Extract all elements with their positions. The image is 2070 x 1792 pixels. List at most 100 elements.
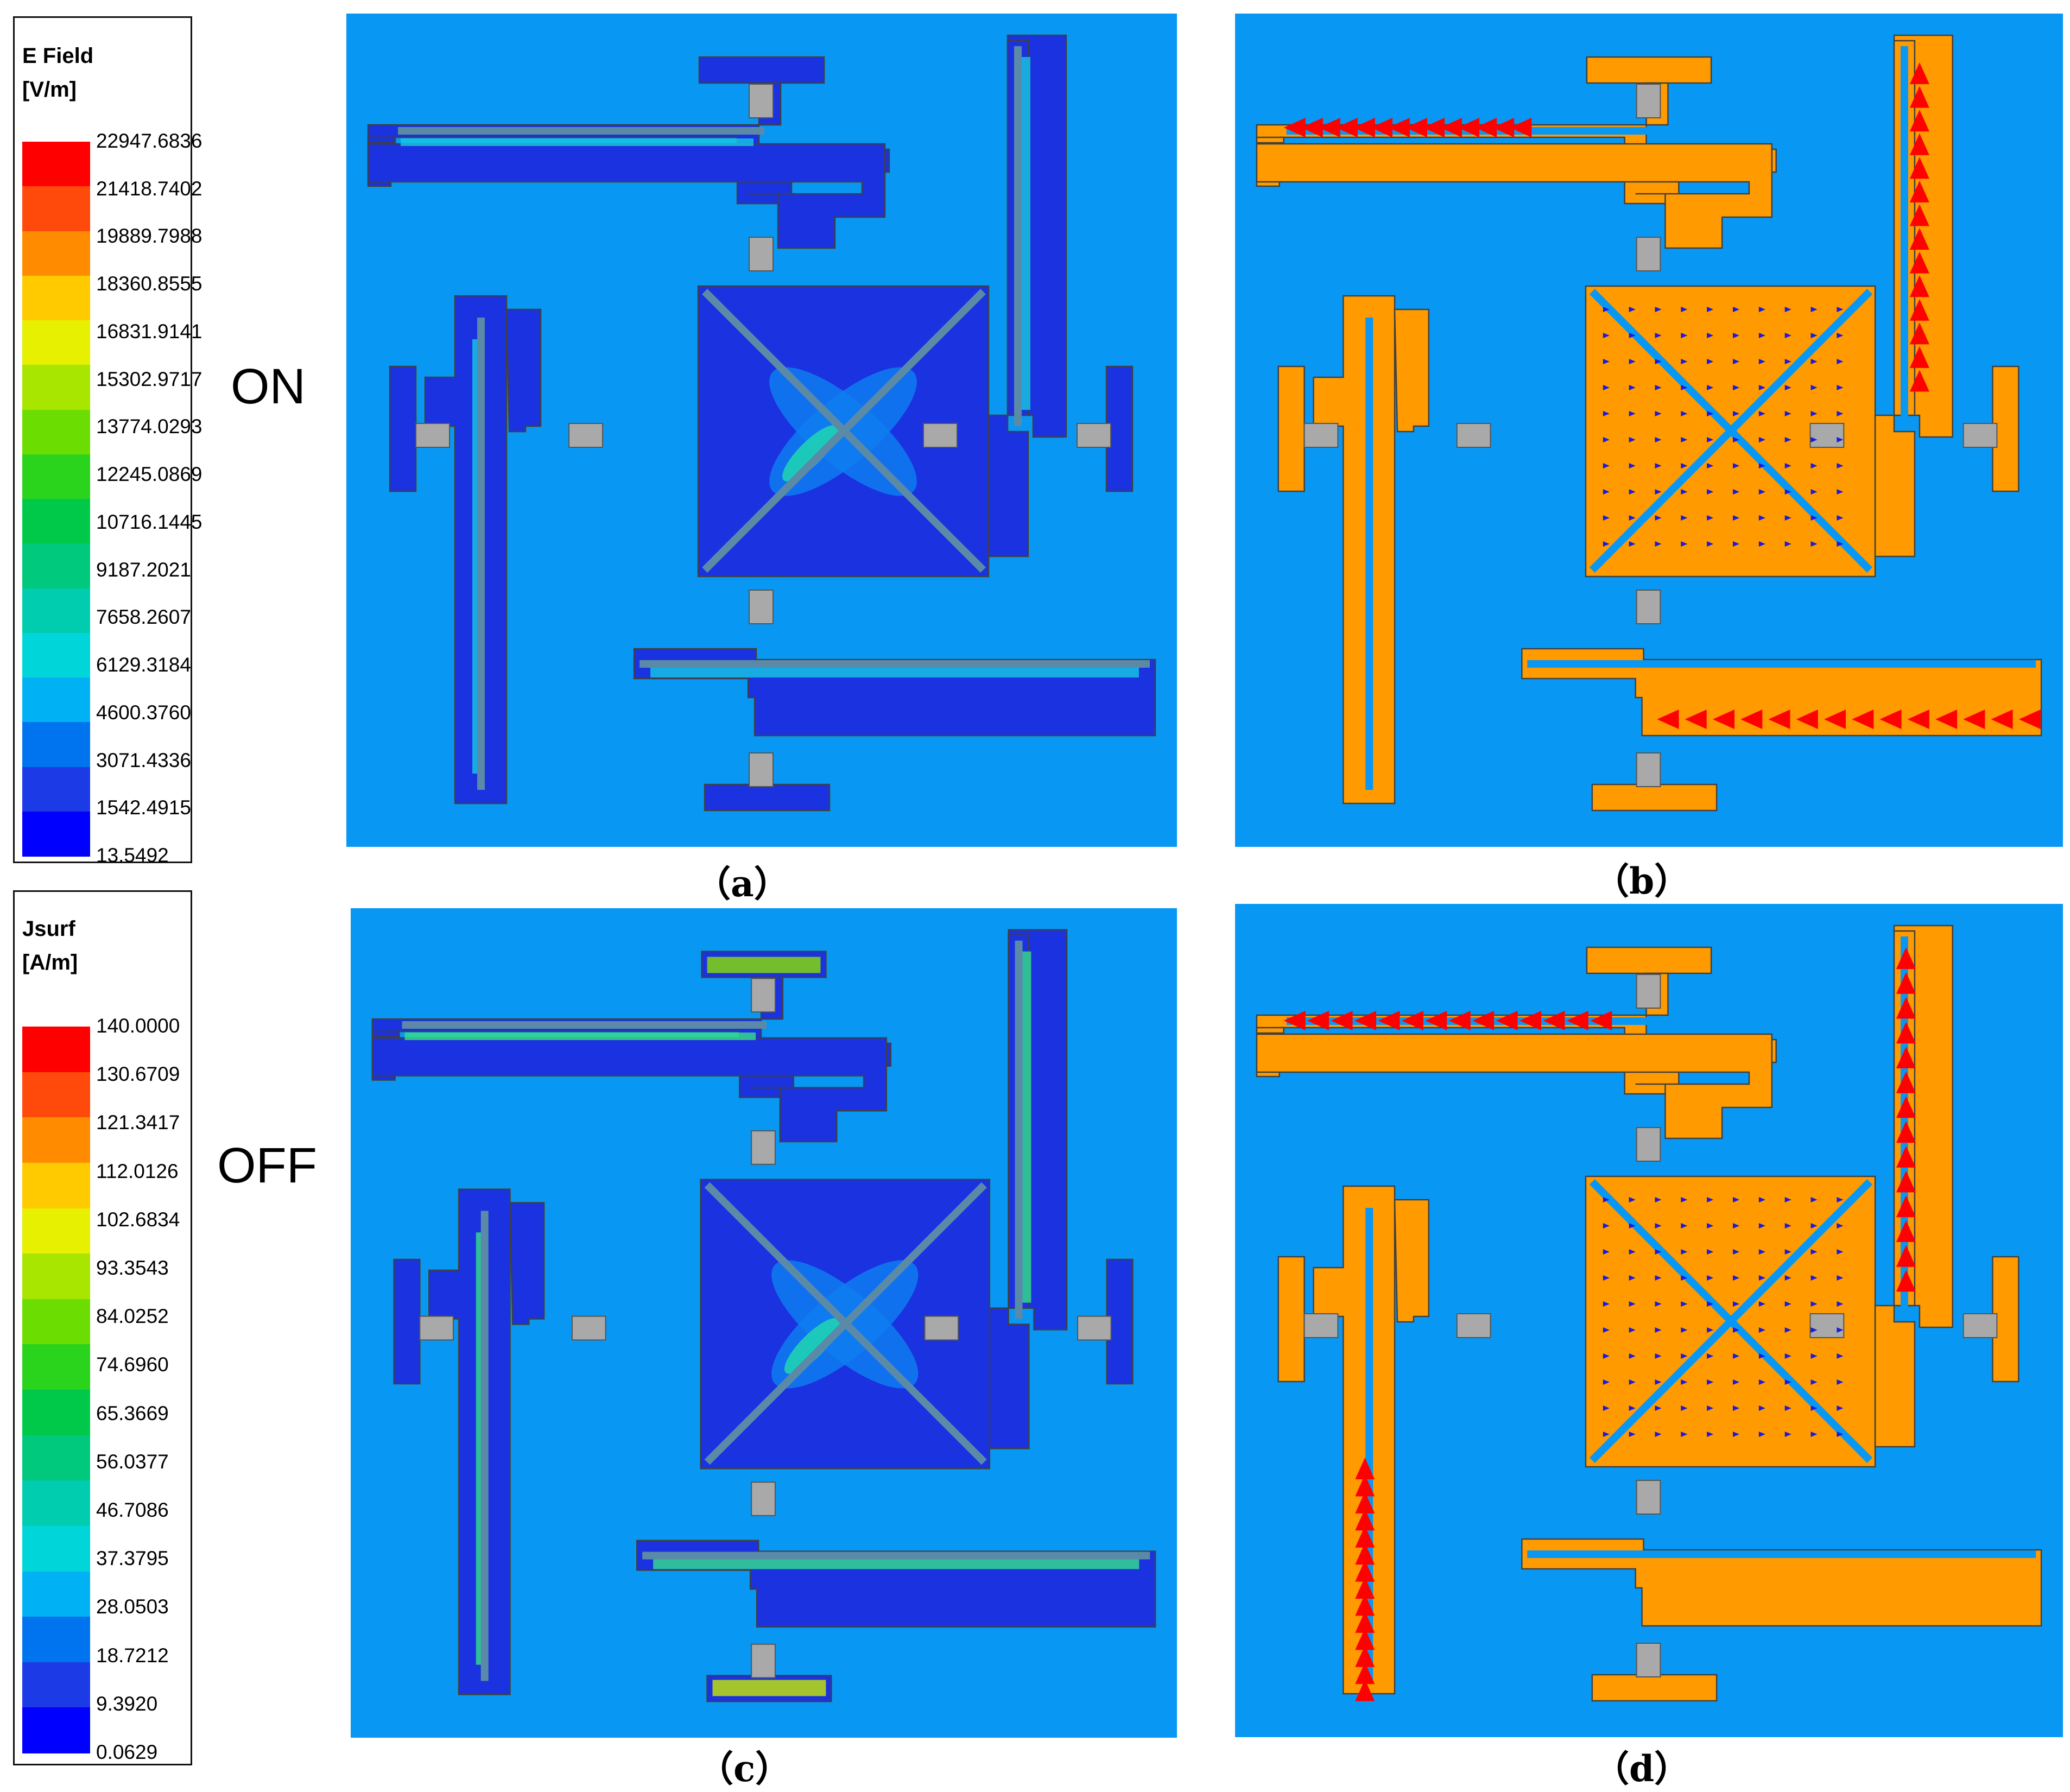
current-vector <box>1732 463 1739 468</box>
current-vector <box>1811 463 1818 468</box>
current-arrow <box>1354 1011 1376 1030</box>
current-arrow <box>1590 1011 1612 1030</box>
current-arrow <box>1355 1679 1375 1701</box>
current-arrow <box>1388 118 1410 137</box>
current-vector <box>1707 1301 1714 1307</box>
current-vector <box>1655 1197 1662 1202</box>
current-vector <box>1707 385 1714 390</box>
current-vector <box>1837 385 1844 390</box>
current-vector <box>1837 1405 1844 1411</box>
current-vector <box>1655 1432 1662 1437</box>
current-arrow <box>1423 118 1445 137</box>
current-arrow <box>1909 180 1929 202</box>
scale-swatch <box>22 1617 90 1663</box>
scale-swatch <box>22 543 90 589</box>
scale-value: 18.7212 <box>96 1644 169 1667</box>
current-vector <box>1758 1301 1765 1307</box>
scale-swatch <box>22 1662 90 1708</box>
current-vector <box>1837 437 1844 442</box>
current-vector <box>1629 1301 1636 1307</box>
scale-value: 46.7086 <box>96 1499 169 1521</box>
current-vector <box>1603 385 1610 390</box>
current-vector <box>1629 385 1636 390</box>
current-vector <box>1681 515 1688 521</box>
metal-patch <box>367 136 396 144</box>
field-edge <box>404 1032 756 1040</box>
current-vector <box>1811 385 1818 390</box>
current-arrow <box>1909 275 1929 297</box>
current-vector <box>1811 1275 1818 1281</box>
switch <box>751 978 776 1013</box>
current-vector <box>1758 307 1765 312</box>
switch <box>1809 1313 1845 1338</box>
current-vector <box>1732 489 1739 495</box>
current-arrow <box>1355 1491 1375 1514</box>
current-vector <box>1837 1353 1844 1359</box>
current-vector <box>1811 307 1818 312</box>
caption-c: （c） <box>698 1747 792 1790</box>
current-vector <box>1603 463 1610 468</box>
current-vector <box>1655 411 1662 416</box>
switch <box>1636 1480 1661 1515</box>
scale-value: 3071.4336 <box>96 749 191 771</box>
current-vector <box>1732 541 1739 547</box>
current-vector <box>1655 1301 1662 1307</box>
current-vector <box>1655 489 1662 495</box>
scale-value: 9187.2021 <box>96 558 191 581</box>
current-arrow <box>1519 1011 1541 1030</box>
scale-value: 4600.3760 <box>96 701 191 724</box>
current-vector <box>1732 1432 1739 1437</box>
color-scale-bar <box>22 142 90 857</box>
legend-e-field: E Field [V/m] 22947.6836 21418.7402 19889.… <box>13 16 202 866</box>
panel-a-e-field-on <box>346 14 1177 847</box>
current-arrow <box>1909 133 1929 155</box>
current-arrow <box>1283 1011 1306 1030</box>
current-vector <box>1629 359 1636 364</box>
current-vector <box>1758 1275 1765 1281</box>
current-vector <box>1732 385 1739 390</box>
current-arrow <box>1909 299 1929 321</box>
current-vector <box>1758 515 1765 521</box>
current-vector <box>1784 437 1792 442</box>
current-arrow <box>1824 710 1846 729</box>
current-arrow <box>1355 1543 1375 1565</box>
current-vector <box>1655 385 1662 390</box>
current-vector <box>1681 1432 1688 1437</box>
metal-patch <box>1277 365 1305 492</box>
current-arrow <box>1896 1270 1916 1292</box>
current-vector <box>1707 1379 1714 1385</box>
current-arrow <box>1355 1594 1375 1616</box>
current-arrow <box>1353 118 1375 137</box>
current-arrow <box>1909 157 1929 179</box>
current-arrow <box>1896 1195 1916 1218</box>
current-vector <box>1732 1405 1739 1411</box>
current-vector <box>1681 437 1688 442</box>
current-vector <box>1629 333 1636 338</box>
scale-swatch <box>22 1390 90 1436</box>
current-vector <box>1811 1249 1818 1255</box>
current-arrow <box>1355 1645 1375 1667</box>
current-vector <box>1758 1197 1765 1202</box>
current-vector <box>1603 307 1610 312</box>
field-edge <box>650 668 1139 677</box>
scale-value: 22947.6836 <box>96 130 202 152</box>
switch <box>749 752 774 787</box>
current-vector <box>1707 1197 1714 1202</box>
current-vector <box>1837 515 1844 521</box>
current-arrow <box>1896 1022 1916 1044</box>
current-arrow <box>1657 710 1679 729</box>
current-arrow <box>1909 370 1929 392</box>
switch <box>751 1481 776 1516</box>
caption-d: （d） <box>1593 1747 1691 1790</box>
legend-title: Jsurf <box>22 917 75 941</box>
current-arrow <box>1283 118 1306 137</box>
metal-patch <box>1591 783 1718 812</box>
current-arrow <box>2018 710 2041 729</box>
metal-patch <box>505 308 542 433</box>
scale-swatch <box>22 499 90 544</box>
switch <box>751 1130 776 1165</box>
switch <box>415 423 450 448</box>
current-vector <box>1732 1379 1739 1385</box>
metal-patch <box>424 295 508 805</box>
scale-swatch <box>22 1299 90 1345</box>
